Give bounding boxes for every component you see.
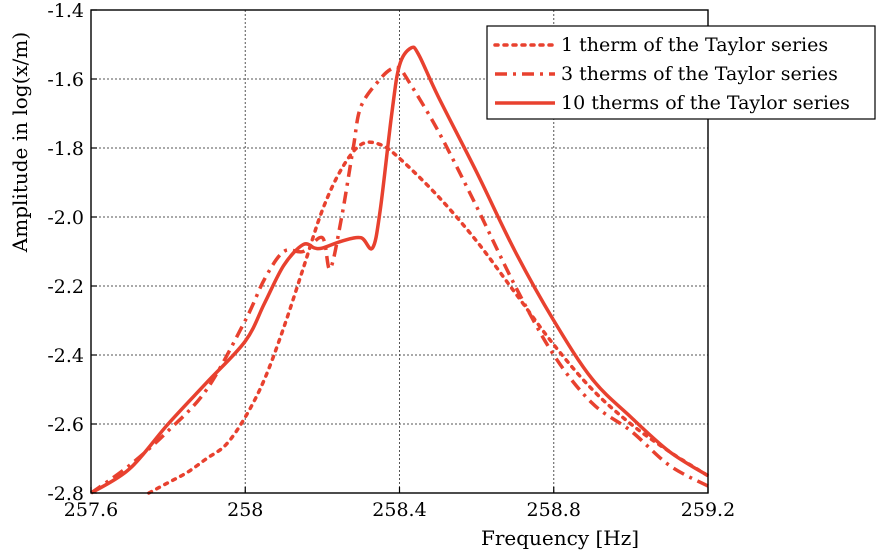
series-layer <box>89 45 710 495</box>
y-tick-label: -1.4 <box>47 0 84 22</box>
series-line-2 <box>89 65 709 495</box>
x-tick-label: 258 <box>227 499 263 521</box>
y-tick-label: -2.6 <box>47 414 84 436</box>
y-tick-label: -2.2 <box>47 276 84 298</box>
y-tick-label: -2.0 <box>47 207 84 229</box>
y-tick-label: -2.8 <box>47 483 84 505</box>
y-axis-label: Amplitude in log(x/m) <box>8 32 32 253</box>
ticks: 257.6 258 258.4 258.8 259.2 -2.8 -2.6 -2.4 -2.2 -… <box>47 0 735 521</box>
legend-label-2: 3 therms of the Taylor series <box>561 63 838 85</box>
grid <box>91 10 708 493</box>
x-tick-label: 259.2 <box>681 499 735 521</box>
y-tick-label: -1.6 <box>47 69 84 91</box>
x-axis-label: Frequency [Hz] <box>481 526 639 550</box>
y-tick-label: -1.8 <box>47 138 84 160</box>
x-tick-label: 257.6 <box>64 499 118 521</box>
x-tick-label: 258.8 <box>527 499 581 521</box>
legend-label-1: 1 therm of the Taylor series <box>561 34 828 56</box>
x-tick-label: 258.4 <box>372 499 426 521</box>
legend: 1 therm of the Taylor series 3 therms of … <box>486 25 876 120</box>
series-line-3 <box>90 45 709 495</box>
y-tick-label: -2.4 <box>47 345 84 367</box>
series-line-1 <box>147 140 710 495</box>
legend-label-3: 10 therms of the Taylor series <box>561 92 850 114</box>
